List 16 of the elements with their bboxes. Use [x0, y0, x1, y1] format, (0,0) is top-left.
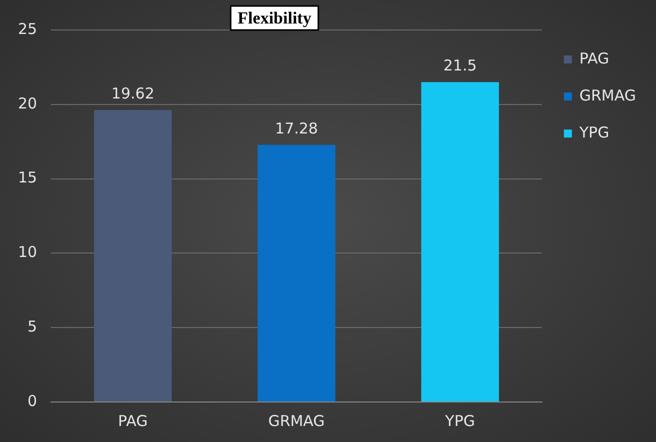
x-tick-label: YPG: [444, 412, 476, 430]
y-tick-label: 15: [18, 168, 38, 187]
y-tick-label: 25: [18, 20, 38, 38]
chart-title: Flexibility: [238, 8, 312, 28]
data-label: 21.5: [443, 56, 477, 74]
data-label: 19.62: [111, 84, 154, 102]
y-tick-label: 5: [28, 317, 38, 336]
y-tick-label: 0: [28, 392, 38, 410]
x-tick-label: GRMAG: [268, 412, 325, 430]
legend-label: GRMAG: [579, 86, 636, 104]
x-tick-label: PAG: [118, 412, 148, 430]
legend-label: YPG: [578, 123, 610, 142]
y-tick-label: 10: [18, 243, 38, 262]
data-label: 17.28: [275, 119, 318, 138]
legend-label: PAG: [579, 49, 610, 68]
y-tick-label: 20: [18, 94, 38, 112]
